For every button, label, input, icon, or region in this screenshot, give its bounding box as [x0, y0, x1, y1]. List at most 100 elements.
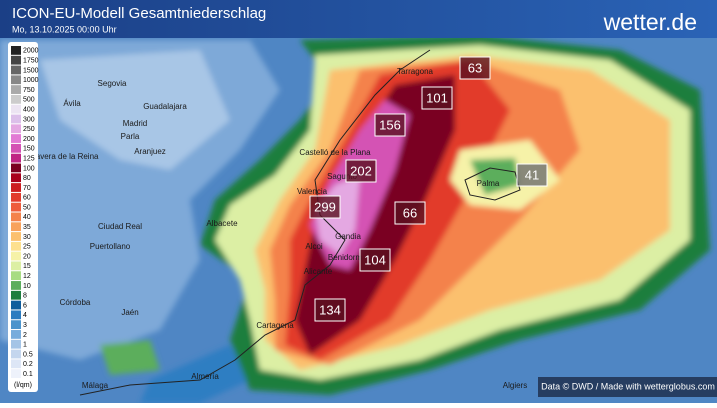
legend-label: 1000	[23, 77, 39, 84]
legend-swatch	[11, 241, 21, 251]
legend-swatch	[11, 85, 21, 94]
value-label: 156	[379, 117, 401, 132]
value-box	[345, 159, 377, 183]
footer-bg	[538, 377, 717, 397]
legend-swatch	[11, 114, 21, 124]
legend-label: 8	[23, 293, 27, 300]
legend-swatch	[11, 202, 21, 212]
legend-swatch	[11, 330, 21, 339]
place-label: Castelló de la Plana	[299, 148, 371, 157]
legend-swatch	[11, 183, 21, 192]
place-label: Alcoi	[305, 242, 323, 251]
place-label: Valencia	[297, 187, 328, 196]
value-label: 101	[426, 90, 448, 105]
legend-swatch	[11, 251, 21, 261]
footer-credit: Data © DWD / Made with wetterglobus.com	[541, 381, 715, 391]
place-label: Alicante	[304, 267, 333, 276]
place-label: Parla	[121, 132, 140, 141]
place-label: Málaga	[82, 381, 109, 390]
legend-label: 2	[23, 332, 27, 339]
legend-swatch	[11, 300, 21, 310]
place-label: Talavera de la Reina	[26, 152, 99, 161]
legend-label: 3	[23, 322, 27, 329]
place-label: Ciudad Real	[98, 222, 142, 231]
legend-swatch	[11, 163, 21, 173]
value-box	[309, 195, 341, 219]
legend-label: 0.2	[23, 361, 33, 368]
value-box	[394, 201, 426, 225]
legend-label: 50	[23, 204, 31, 211]
value-labels: 63 101 156 202 299 66 104 134 41	[309, 56, 548, 322]
value-label: 63	[468, 60, 482, 75]
legend-label: 150	[23, 146, 35, 153]
legend-unit: (l/qm)	[14, 382, 32, 389]
legend-swatch	[11, 271, 21, 281]
legend-label: 80	[23, 175, 31, 182]
brand-logo: wetter.de	[603, 9, 697, 35]
place-label: Ávila	[63, 99, 81, 108]
legend-label: 1750	[23, 58, 39, 65]
map-title: ICON-EU-Modell Gesamtniederschlag	[12, 5, 266, 22]
place-label: Benidorm	[328, 253, 363, 262]
legend-label: 300	[23, 116, 35, 123]
value-label: 41	[525, 167, 539, 182]
legend-label: 4	[23, 312, 27, 319]
legend-swatch	[11, 173, 21, 183]
legend-swatch	[11, 359, 21, 369]
legend-label: 70	[23, 185, 31, 192]
value-label: 134	[319, 302, 341, 317]
place-label: Palma	[477, 179, 500, 188]
precipitation-field	[0, 35, 710, 403]
legend-label: 500	[23, 97, 35, 104]
place-label: Guadalajara	[143, 102, 187, 111]
value-label: 202	[350, 163, 372, 178]
legend-swatch	[11, 281, 21, 290]
legend-swatch	[11, 290, 21, 300]
legend-label: 25	[23, 244, 31, 251]
legend-label: 125	[23, 155, 35, 162]
legend-swatch	[11, 310, 21, 320]
place-label: Sagunto	[327, 172, 357, 181]
legend-label: 0.5	[23, 351, 33, 358]
legend: 2000175015001000750500400300250200150125…	[11, 46, 39, 378]
value-box	[359, 248, 391, 272]
value-box	[314, 298, 346, 322]
place-label: Córdoba	[60, 298, 91, 307]
place-labels: Tarragona Segovia Ávila Guadalajara Madrid Pa…	[26, 67, 528, 390]
place-label: Jaén	[121, 308, 138, 317]
legend-label: 400	[23, 107, 35, 114]
legend-swatch	[11, 75, 21, 85]
mallorca-outline	[464, 167, 521, 201]
legend-label: 15	[23, 263, 31, 270]
coastline	[79, 49, 431, 396]
legend-label: 12	[23, 273, 31, 280]
legend-label: 20	[23, 253, 31, 260]
legend-label: 30	[23, 234, 31, 241]
legend-swatch	[11, 232, 21, 241]
value-box	[516, 163, 548, 187]
legend-swatch	[11, 212, 21, 222]
value-label: 66	[403, 205, 417, 220]
legend-swatch	[11, 143, 21, 153]
place-label: Almería	[191, 372, 219, 381]
header-bar	[0, 0, 717, 38]
value-box	[459, 56, 491, 80]
value-label: 104	[364, 252, 386, 267]
legend-label: 1500	[23, 67, 39, 74]
legend-swatch	[11, 369, 21, 378]
value-label: 299	[314, 199, 336, 214]
legend-label: 750	[23, 87, 35, 94]
legend-label: 6	[23, 302, 27, 309]
legend-label: 35	[23, 224, 31, 231]
legend-label: 10	[23, 283, 31, 290]
legend-label: 1	[23, 342, 27, 349]
legend-swatch	[11, 349, 21, 359]
place-label: Gandia	[335, 232, 361, 241]
place-label: Madrid	[123, 119, 147, 128]
legend-label: 0.1	[23, 371, 33, 378]
legend-swatch	[11, 339, 21, 349]
legend-label: 60	[23, 195, 31, 202]
legend-swatch	[11, 124, 21, 134]
place-label: Puertollano	[90, 242, 131, 251]
